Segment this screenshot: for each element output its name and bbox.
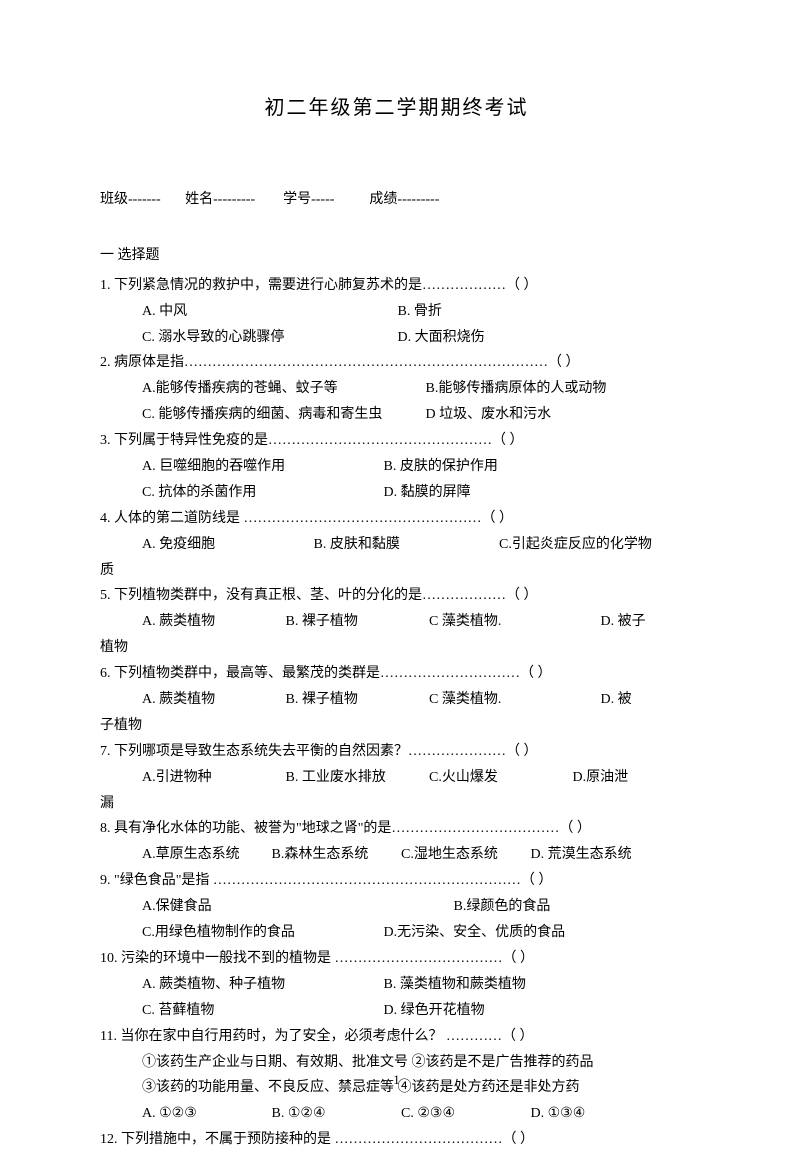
q5-opt-b: B. 裸子植物 — [286, 609, 426, 635]
q1-opt-c: C. 溺水导致的心跳骤停 — [142, 325, 394, 351]
q1-opt-b: B. 骨折 — [398, 299, 442, 325]
q6-opt-d: D. 被 — [601, 687, 632, 713]
class-blank: ------- — [128, 192, 161, 207]
q3-opt-c: C. 抗体的杀菌作用 — [142, 480, 380, 506]
question-5: 5. 下列植物类群中，没有真正根、茎、叶的分化的是………………（ ） A. 蕨类… — [100, 583, 693, 635]
q1-text: 1. 下列紧急情况的救护中，需要进行心肺复苏术的是………………（ ） — [100, 273, 693, 299]
section-heading: 一 选择题 — [100, 243, 693, 269]
q8-opt-b: B.森林生态系统 — [272, 842, 398, 868]
question-12: 12. 下列措施中，不属于预防接种的是 ………………………………（ ） — [100, 1127, 693, 1153]
q2-opt-a: A.能够传播疾病的苍蝇、蚊子等 — [142, 376, 422, 402]
question-6: 6. 下列植物类群中，最高等、最繁茂的类群是…………………………（ ） A. 蕨… — [100, 661, 693, 713]
q9-opt-c: C.用绿色植物制作的食品 — [142, 920, 380, 946]
q4-opt-a: A. 免疫细胞 — [142, 532, 310, 558]
q10-opt-d: D. 绿色开花植物 — [384, 998, 485, 1024]
q10-text: 10. 污染的环境中一般找不到的植物是 ………………………………（ ） — [100, 946, 693, 972]
page-number: 1 — [0, 1068, 793, 1092]
question-4: 4. 人体的第二道防线是 ……………………………………………（ ） A. 免疫细… — [100, 506, 693, 558]
q5-tail: 植物 — [100, 635, 693, 661]
q5-opt-c: C 藻类植物. — [429, 609, 597, 635]
question-9: 9. "绿色食品"是指 …………………………………………………………（ ） A.… — [100, 868, 693, 946]
score-label: 成绩 — [369, 192, 397, 207]
q2-opt-d: D 垃圾、废水和污水 — [426, 402, 552, 428]
q12-text: 12. 下列措施中，不属于预防接种的是 ………………………………（ ） — [100, 1127, 693, 1153]
q1-opt-d: D. 大面积烧伤 — [398, 325, 485, 351]
q4-tail: 质 — [100, 558, 693, 584]
q6-tail: 子植物 — [100, 713, 693, 739]
q8-opt-c: C.湿地生态系统 — [401, 842, 527, 868]
name-blank: --------- — [213, 192, 255, 207]
q3-opt-b: B. 皮肤的保护作用 — [384, 454, 498, 480]
question-3: 3. 下列属于特异性免疫的是…………………………………………（ ） A. 巨噬细… — [100, 428, 693, 506]
q3-opt-a: A. 巨噬细胞的吞噬作用 — [142, 454, 380, 480]
question-7: 7. 下列哪项是导致生态系统失去平衡的自然因素？…………………（ ） A.引进物… — [100, 739, 693, 791]
q7-opt-b: B. 工业废水排放 — [286, 765, 426, 791]
question-2: 2. 病原体是指……………………………………………………………………（ ） A.… — [100, 350, 693, 428]
q10-opt-a: A. 蕨类植物、种子植物 — [142, 972, 380, 998]
q1-opt-a: A. 中风 — [142, 299, 394, 325]
q3-text: 3. 下列属于特异性免疫的是…………………………………………（ ） — [100, 428, 693, 454]
student-info-row: 班级------- 姓名--------- 学号----- 成绩--------… — [100, 187, 693, 213]
q6-opt-c: C 藻类植物. — [429, 687, 597, 713]
q8-opt-a: A.草原生态系统 — [142, 842, 268, 868]
q2-opt-c: C. 能够传播疾病的细菌、病毒和寄生虫 — [142, 402, 422, 428]
question-10: 10. 污染的环境中一般找不到的植物是 ………………………………（ ） A. 蕨… — [100, 946, 693, 1024]
q7-tail: 漏 — [100, 791, 693, 817]
q5-text: 5. 下列植物类群中，没有真正根、茎、叶的分化的是………………（ ） — [100, 583, 693, 609]
q9-opt-a: A.保健食品 — [142, 894, 450, 920]
q10-opt-c: C. 苔藓植物 — [142, 998, 380, 1024]
q4-opt-c: C.引起炎症反应的化学物 — [499, 532, 652, 558]
q9-text: 9. "绿色食品"是指 …………………………………………………………（ ） — [100, 868, 693, 894]
q6-opt-b: B. 裸子植物 — [286, 687, 426, 713]
q11-opt-d: D. ①③④ — [531, 1101, 586, 1127]
q5-opt-d: D. 被子 — [601, 609, 646, 635]
name-label: 姓名 — [185, 192, 213, 207]
q11-opt-a: A. ①②③ — [142, 1101, 268, 1127]
question-1: 1. 下列紧急情况的救护中，需要进行心肺复苏术的是………………（ ） A. 中风… — [100, 273, 693, 351]
q7-opt-a: A.引进物种 — [142, 765, 282, 791]
class-label: 班级 — [100, 192, 128, 207]
q3-opt-d: D. 黏膜的屏障 — [384, 480, 471, 506]
q2-opt-b: B.能够传播病原体的人或动物 — [426, 376, 607, 402]
id-label: 学号 — [283, 192, 311, 207]
question-8: 8. 具有净化水体的功能、被誉为"地球之肾"的是………………………………（ ） … — [100, 816, 693, 868]
score-blank: --------- — [397, 192, 439, 207]
q8-opt-d: D. 荒漠生态系统 — [531, 842, 632, 868]
id-blank: ----- — [311, 192, 334, 207]
q11-text: 11. 当你在家中自行用药时，为了安全，必须考虑什么？ …………（ ） — [100, 1024, 693, 1050]
q11-opt-c: C. ②③④ — [401, 1101, 527, 1127]
q11-opt-b: B. ①②④ — [272, 1101, 398, 1127]
q10-opt-b: B. 藻类植物和蕨类植物 — [384, 972, 526, 998]
q5-opt-a: A. 蕨类植物 — [142, 609, 282, 635]
q9-opt-b: B.绿颜色的食品 — [454, 894, 551, 920]
q7-opt-c: C.火山爆发 — [429, 765, 569, 791]
q4-text: 4. 人体的第二道防线是 ……………………………………………（ ） — [100, 506, 693, 532]
q4-opt-b: B. 皮肤和黏膜 — [314, 532, 496, 558]
q2-text: 2. 病原体是指……………………………………………………………………（ ） — [100, 350, 693, 376]
exam-title: 初二年级第二学期期终考试 — [100, 90, 693, 127]
q7-text: 7. 下列哪项是导致生态系统失去平衡的自然因素？…………………（ ） — [100, 739, 693, 765]
q6-opt-a: A. 蕨类植物 — [142, 687, 282, 713]
q9-opt-d: D.无污染、安全、优质的食品 — [384, 920, 566, 946]
q7-opt-d: D.原油泄 — [573, 765, 629, 791]
q6-text: 6. 下列植物类群中，最高等、最繁茂的类群是…………………………（ ） — [100, 661, 693, 687]
q8-text: 8. 具有净化水体的功能、被誉为"地球之肾"的是………………………………（ ） — [100, 816, 693, 842]
